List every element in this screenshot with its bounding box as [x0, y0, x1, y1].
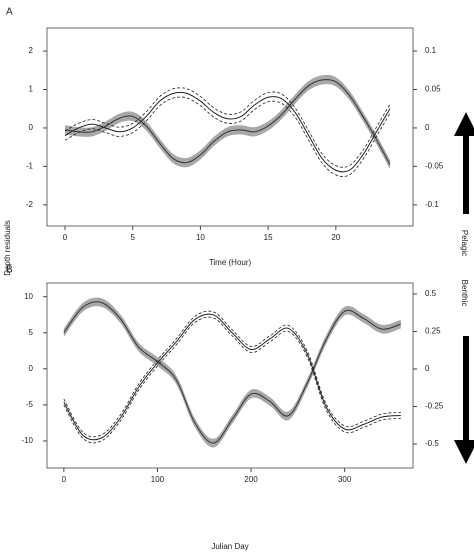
annotation: Benthic: [460, 280, 469, 307]
y2-tick-label: 0.1: [425, 46, 437, 55]
y2-tick-label: 0.25: [425, 327, 441, 336]
x-tick-label: 10: [196, 233, 205, 242]
y-tick-label: -10: [21, 436, 33, 445]
y2-tick-label: 0.5: [425, 289, 437, 298]
series-line: [64, 79, 391, 165]
y-axis-label: Depth residuals: [3, 220, 12, 276]
confidence-band: [65, 74, 390, 170]
y-tick-label: 1: [29, 85, 34, 94]
x-tick-label: 5: [130, 233, 135, 242]
x-axis-label: Time (Hour): [209, 258, 252, 267]
y2-tick-label: -0.05: [425, 162, 444, 171]
x-tick-label: 200: [244, 475, 258, 484]
y2-tick-label: -0.1: [425, 200, 439, 209]
confidence-line: [63, 310, 401, 438]
plot-frame: [46, 282, 414, 469]
y-tick-label: 0: [29, 123, 34, 132]
y-tick-label: -2: [26, 200, 34, 209]
y2-tick-label: -0.25: [425, 402, 444, 411]
x-tick-label: 0: [63, 233, 68, 242]
x-tick-label: 15: [264, 233, 273, 242]
confidence-line: [63, 316, 401, 444]
confidence-line: [64, 87, 391, 168]
panel-label: B: [6, 265, 13, 276]
series-line: [64, 91, 391, 173]
x-axis-label: Julian Day: [211, 542, 248, 551]
x-tick-label: 0: [62, 475, 67, 484]
x-tick-label: 100: [151, 475, 165, 484]
panel-label: A: [6, 7, 13, 18]
y-tick-label: 10: [24, 292, 33, 301]
annotation: Pelagic: [460, 230, 469, 256]
y-tick-label: 2: [29, 46, 34, 55]
y-tick-label: 5: [29, 328, 34, 337]
y2-tick-label: -0.5: [425, 439, 439, 448]
x-tick-label: 300: [338, 475, 352, 484]
plot-frame: [46, 27, 414, 227]
y-tick-label: -5: [26, 400, 34, 409]
x-tick-label: 20: [331, 233, 340, 242]
y2-tick-label: 0.05: [425, 85, 441, 94]
series-line: [63, 313, 401, 441]
y2-tick-label: 0: [425, 123, 430, 132]
y-tick-label: 0: [29, 364, 34, 373]
confidence-line: [64, 96, 391, 177]
confidence-band: [63, 297, 401, 448]
series-line: [63, 301, 401, 444]
y-tick-label: -1: [26, 162, 34, 171]
y2-tick-label: 0: [425, 364, 430, 373]
